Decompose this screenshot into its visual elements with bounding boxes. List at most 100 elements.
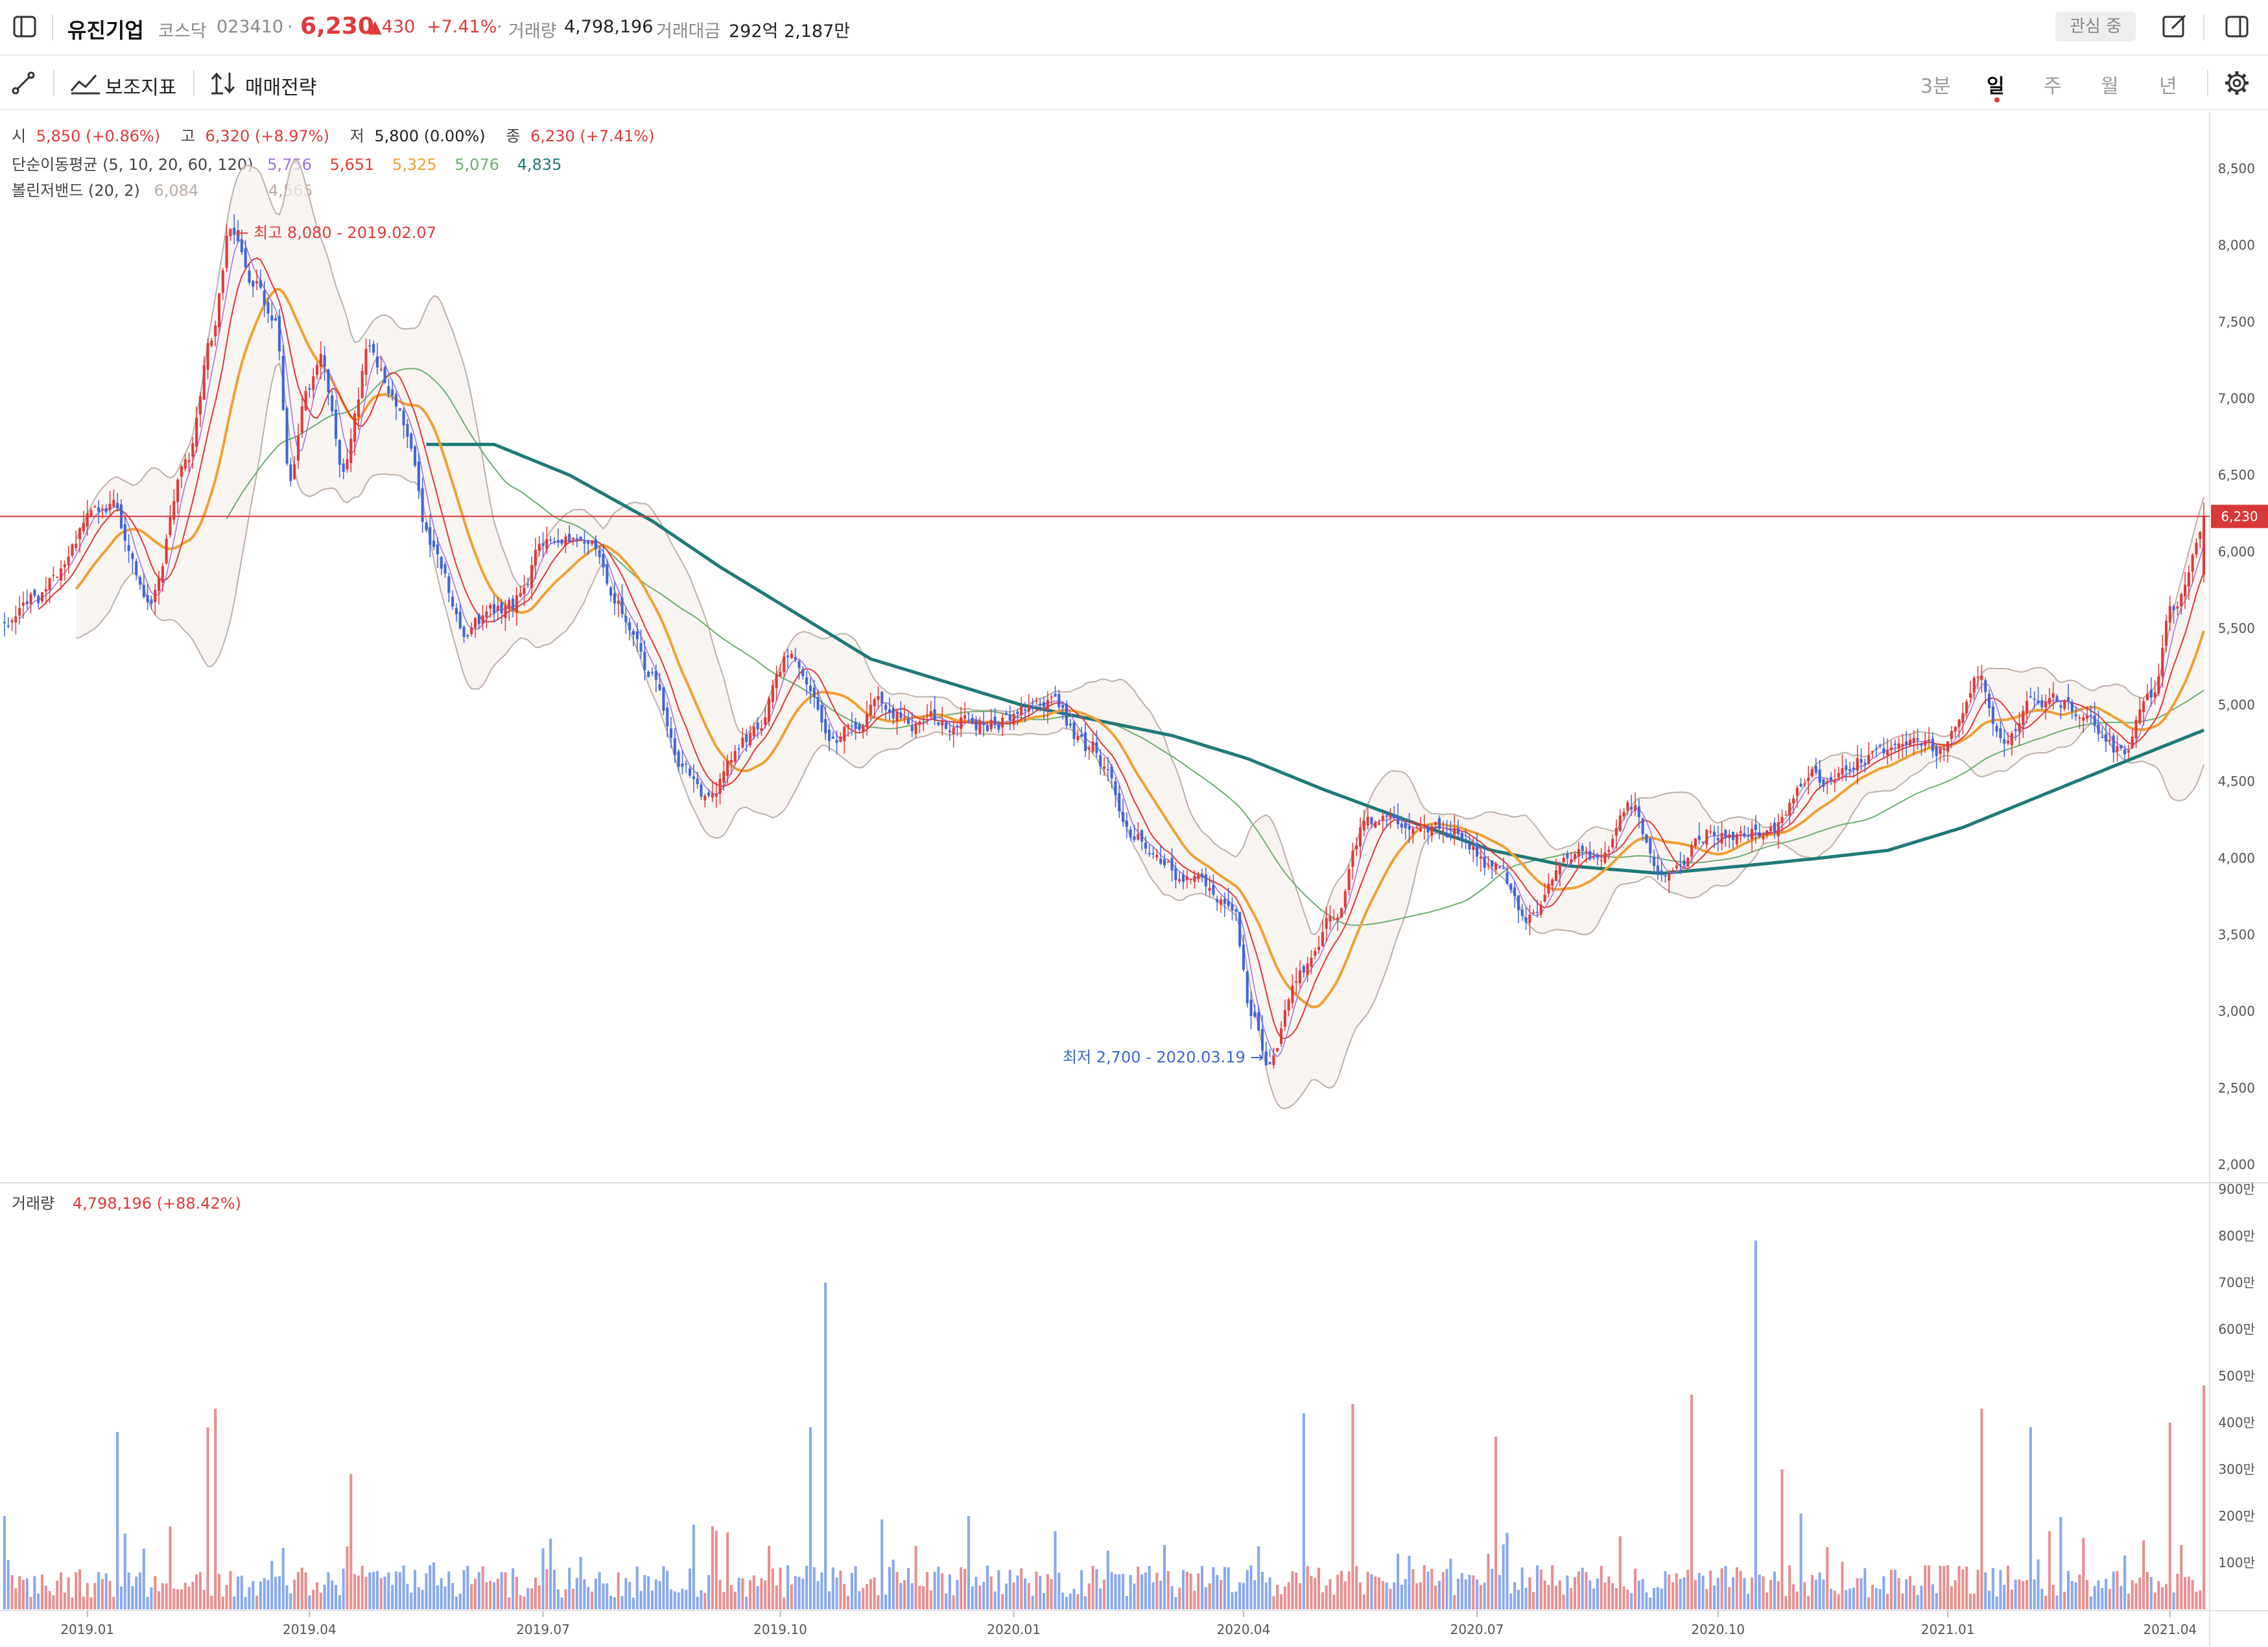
candle-body — [1114, 781, 1117, 796]
volume-bar — [1125, 1596, 1128, 1609]
candle-body — [270, 315, 274, 321]
strategy-button[interactable]: 매매전략 — [209, 67, 338, 99]
volume-bar — [718, 1580, 722, 1609]
candle-body — [2116, 746, 2119, 752]
volume-bar — [2003, 1585, 2006, 1609]
volume-bar — [237, 1576, 240, 1609]
price-tick-label: 2,000 — [2218, 1157, 2255, 1172]
indicator-button[interactable]: 보조지표 — [69, 67, 185, 99]
volume-bar — [1653, 1587, 1656, 1609]
candle-body — [1943, 749, 1946, 750]
candle-body — [3, 622, 6, 623]
candle-body — [1347, 869, 1351, 890]
volume-bar — [331, 1580, 334, 1609]
candle-body — [1246, 971, 1249, 1004]
close-value: 6,230 (+7.41%) — [530, 127, 655, 145]
volume-bar — [1577, 1571, 1580, 1609]
volume-tick-label: 400만 — [2218, 1415, 2255, 1430]
candle-body — [1551, 879, 1554, 886]
volume-bar — [809, 1427, 812, 1609]
candle-body — [899, 712, 903, 718]
watchlist-button[interactable]: 관심 중 — [2055, 12, 2136, 41]
panel-toggle-icon[interactable] — [2225, 16, 2249, 38]
volume-bar — [967, 1515, 970, 1609]
volume-bar — [293, 1580, 296, 1609]
low-value: 5,800 (0.00%) — [374, 127, 486, 145]
candle-body — [1106, 769, 1109, 770]
volume-bar — [1122, 1574, 1125, 1609]
volume-bar — [6, 1559, 10, 1609]
candle-body — [1080, 734, 1083, 737]
volume-bar — [1483, 1582, 1486, 1609]
volume-bar — [1603, 1582, 1607, 1609]
period-3min[interactable]: 3분 — [1920, 75, 1951, 98]
price-tick-label: 3,000 — [2218, 1004, 2255, 1019]
candle-body — [485, 611, 488, 618]
sidebar-toggle-icon[interactable] — [13, 16, 36, 38]
volume-bar — [183, 1582, 187, 1609]
volume-bar — [1400, 1585, 1403, 1609]
volume-bar — [2033, 1579, 2036, 1609]
volume-bar — [1791, 1584, 1795, 1609]
candle-body — [1377, 822, 1381, 825]
candle-body — [1697, 836, 1701, 840]
volume-bar — [432, 1562, 436, 1609]
candle-body — [1358, 827, 1362, 847]
volume-bar — [689, 1569, 692, 1609]
volume-bar — [1697, 1572, 1701, 1609]
candle-body — [383, 367, 386, 383]
candle-body — [1087, 747, 1091, 750]
close-label: 종 — [506, 127, 521, 145]
candle-body — [1340, 908, 1343, 918]
volume-bar — [1189, 1573, 1192, 1609]
volume-bar — [108, 1580, 112, 1609]
volume-bar — [1487, 1554, 1490, 1609]
stock-name[interactable]: 유진기업 — [67, 18, 144, 43]
candle-body — [839, 737, 842, 742]
volume-bar — [1690, 1394, 1694, 1609]
candle-body — [202, 365, 206, 400]
candle-body — [733, 751, 737, 762]
sma20-value: 5,325 — [392, 156, 437, 174]
candle-body — [206, 342, 209, 370]
candle-body — [33, 589, 36, 596]
candle-body — [1200, 873, 1204, 878]
candle-body — [259, 279, 262, 288]
candle-body — [662, 687, 665, 711]
period-month[interactable]: 월 — [2101, 75, 2119, 98]
volume-bars — [3, 1240, 2206, 1609]
volume-bar — [1596, 1578, 1599, 1609]
edit-icon[interactable] — [2162, 13, 2188, 39]
period-year[interactable]: 년 — [2159, 75, 2177, 98]
volume-bar — [119, 1586, 123, 1609]
volume-bar — [1920, 1585, 1923, 1609]
candle-body — [1968, 693, 1972, 698]
candle-body — [447, 576, 451, 593]
candle-body — [2134, 719, 2138, 739]
settings-gear-icon[interactable] — [2224, 70, 2250, 96]
candle-body — [1961, 713, 1965, 723]
volume-bar — [2063, 1591, 2066, 1609]
volume-bar — [1242, 1583, 1245, 1609]
period-day[interactable]: 일 — [1987, 75, 2005, 98]
period-week[interactable]: 주 — [2044, 75, 2062, 98]
candle-body — [1810, 768, 1814, 777]
candle-body — [613, 593, 616, 604]
candle-body — [2044, 701, 2048, 708]
candle-body — [549, 539, 552, 541]
volume-bar — [1633, 1569, 1637, 1609]
volume-bar — [1476, 1580, 1479, 1609]
volume-bar — [1102, 1580, 1106, 1609]
candle-body — [1630, 807, 1633, 810]
candle-body — [2051, 693, 2055, 698]
candle-body — [1449, 833, 1452, 835]
volume-bar — [794, 1576, 797, 1609]
volume-bar — [1566, 1575, 1569, 1609]
volume-bar — [594, 1578, 597, 1609]
drawing-tool-icon[interactable] — [12, 71, 35, 95]
price-change: ▲430 — [368, 17, 416, 37]
candle-body — [217, 293, 221, 327]
current-price: 6,230 — [300, 13, 374, 40]
volume-bar — [1863, 1568, 1867, 1609]
